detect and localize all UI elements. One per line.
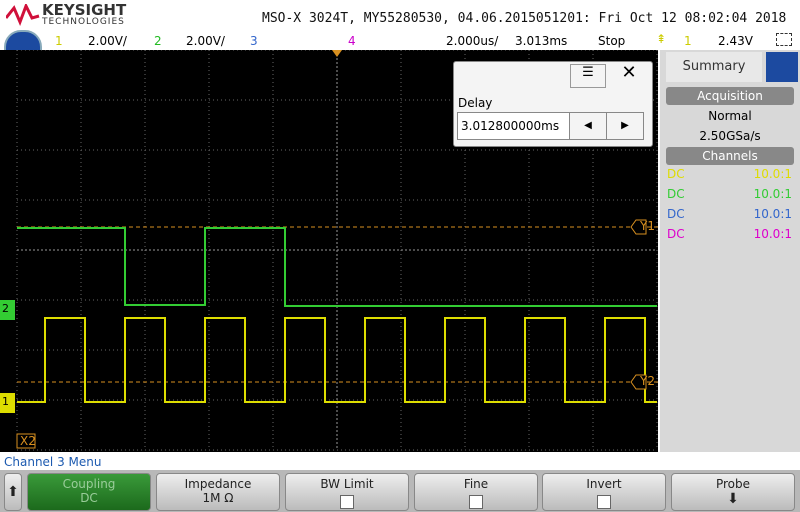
trigger-level: 2.43V	[718, 34, 753, 48]
y2-marker: Y2	[640, 374, 655, 388]
ch4: 4	[348, 34, 356, 48]
trigger-icon: ⇞	[656, 32, 667, 46]
bw-limit-key[interactable]: BW Limit	[285, 473, 409, 511]
delay-value[interactable]: 3.012800000ms	[457, 112, 570, 140]
bw-limit-label: BW Limit	[320, 477, 374, 491]
x2-marker: X2	[20, 434, 36, 448]
y1-marker: Y1	[640, 219, 655, 233]
channel-coupling: DC	[667, 227, 685, 241]
menu-button[interactable]: ☰	[570, 64, 606, 88]
coupling-key[interactable]: Coupling DC	[27, 473, 151, 511]
invert-label: Invert	[586, 477, 622, 491]
back-button[interactable]: ⬆	[4, 473, 22, 511]
left-button[interactable]: ◀	[569, 112, 607, 140]
brand: KEYSIGHT	[42, 1, 127, 19]
acq-mode: Normal	[708, 109, 752, 123]
timebase: 2.000us/	[446, 34, 499, 48]
acquisition-header: Acquisition	[666, 87, 794, 105]
channel-probe: 10.0:1	[753, 227, 792, 241]
delay-dialog: ☰ ✕ Delay 3.012800000ms ◀ ▶	[453, 61, 653, 147]
trigger-source: 1	[684, 34, 692, 48]
channel-probe: 10.0:1	[753, 207, 792, 221]
ch3: 3	[250, 34, 258, 48]
title: MSO-X 3024T, MY55280530, 04.06.201505120…	[262, 11, 787, 26]
menu-title: Channel 3 Menu	[4, 455, 102, 469]
impedance-key[interactable]: Impedance 1M Ω	[156, 473, 280, 511]
coupling-value: DC	[80, 491, 98, 505]
zoom-icon[interactable]	[776, 33, 792, 46]
run-state: Stop	[598, 34, 626, 48]
channels-header: Channels	[666, 147, 794, 165]
channel-probe: 10.0:1	[753, 187, 792, 201]
sidebar	[660, 50, 800, 452]
close-button[interactable]: ✕	[621, 62, 637, 83]
invert-key[interactable]: Invert	[542, 473, 666, 511]
impedance-value: 1M Ω	[202, 491, 234, 505]
fine-label: Fine	[463, 477, 489, 491]
ch1-scale: 2.00V/	[88, 34, 127, 48]
ch2-ground: 2	[2, 302, 9, 315]
probe-label: Probe	[715, 477, 751, 491]
sample-rate: 2.50GSa/s	[699, 129, 761, 143]
channel-coupling: DC	[667, 207, 685, 221]
ch1: 1	[55, 34, 63, 48]
waveform-display	[0, 50, 658, 452]
ch2-scale: 2.00V/	[186, 34, 225, 48]
channel-coupling: DC	[667, 167, 685, 181]
right-button[interactable]: ▶	[606, 112, 644, 140]
ch2: 2	[154, 34, 162, 48]
channel-coupling: DC	[667, 187, 685, 201]
subbrand: TECHNOLOGIES	[42, 17, 125, 27]
coupling-label: Coupling	[62, 477, 116, 491]
fine-key[interactable]: Fine	[414, 473, 538, 511]
channel-probe: 10.0:1	[753, 167, 792, 181]
delay: 3.013ms	[515, 34, 568, 48]
probe-key[interactable]: Probe ⬇	[671, 473, 795, 511]
ch1-ground: 1	[2, 395, 9, 408]
logo-icon	[6, 4, 40, 26]
summary-tab[interactable]: Summary	[666, 52, 762, 82]
tab-icon[interactable]	[766, 52, 798, 82]
impedance-label: Impedance	[184, 477, 252, 491]
delay-label: Delay	[458, 96, 493, 110]
